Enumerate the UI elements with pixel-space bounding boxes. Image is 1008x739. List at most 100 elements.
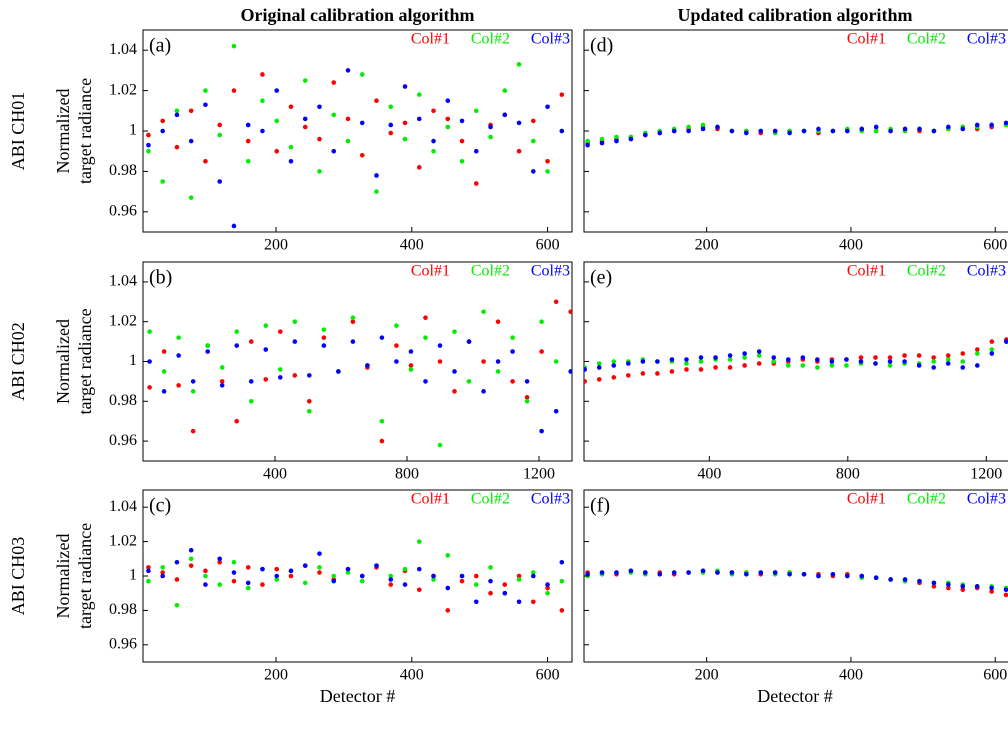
- data-point: [260, 582, 265, 587]
- data-point: [946, 124, 951, 130]
- row-label: ABI CH01: [8, 92, 28, 171]
- data-point: [248, 379, 254, 384]
- data-point: [524, 399, 530, 404]
- data-point: [345, 68, 351, 73]
- data-point: [302, 580, 308, 586]
- data-point: [416, 165, 422, 170]
- data-point: [147, 329, 152, 334]
- data-point: [531, 169, 536, 174]
- data-point: [336, 369, 341, 374]
- data-point: [234, 343, 240, 348]
- data-point: [388, 122, 394, 128]
- data-point: [715, 570, 720, 575]
- data-point: [345, 138, 351, 144]
- data-point: [260, 566, 265, 572]
- data-point: [188, 195, 194, 200]
- data-point: [188, 547, 194, 553]
- data-point: [700, 568, 706, 574]
- data-point: [394, 323, 399, 328]
- data-point: [219, 383, 225, 388]
- data-point: [203, 102, 208, 108]
- data-point: [611, 359, 617, 364]
- legend-entry: Col#2: [907, 31, 946, 48]
- data-point: [431, 108, 436, 114]
- data-point: [365, 363, 370, 368]
- data-point: [643, 132, 648, 138]
- data-point: [539, 428, 544, 434]
- x-tick-label: 400: [263, 466, 287, 483]
- data-point: [321, 335, 327, 340]
- data-point: [946, 582, 951, 587]
- data-point: [374, 189, 379, 194]
- data-point: [147, 359, 152, 364]
- data-point: [274, 88, 280, 93]
- legend-entry: Col#1: [847, 31, 886, 48]
- data-point: [531, 138, 536, 144]
- data-point: [317, 565, 322, 570]
- data-point: [459, 159, 465, 164]
- data-point: [359, 120, 365, 126]
- data-point: [452, 389, 457, 394]
- data-point: [758, 128, 764, 134]
- data-point: [437, 359, 443, 364]
- legend-entry: Col#1: [411, 491, 450, 508]
- data-point: [931, 359, 936, 364]
- data-point: [274, 577, 280, 582]
- data-point: [176, 335, 181, 340]
- data-point: [277, 367, 283, 372]
- data-point: [331, 80, 337, 85]
- data-point: [488, 578, 493, 584]
- data-point: [174, 144, 180, 150]
- data-point: [147, 385, 152, 390]
- data-point: [431, 138, 436, 144]
- data-point: [859, 126, 865, 132]
- data-point: [402, 566, 408, 572]
- data-point: [916, 363, 922, 368]
- data-point: [350, 315, 356, 321]
- data-point: [584, 367, 587, 372]
- x-tick-label: 600: [983, 667, 1007, 684]
- data-point: [887, 363, 893, 368]
- data-point: [568, 309, 572, 315]
- legend-entry: Col#1: [411, 31, 450, 48]
- data-point: [174, 112, 180, 118]
- legend-entry: Col#3: [967, 491, 1006, 508]
- data-point: [771, 355, 777, 360]
- data-point: [785, 357, 791, 362]
- data-point: [960, 584, 966, 589]
- data-point: [931, 365, 936, 370]
- data-point: [321, 327, 327, 332]
- data-point: [989, 122, 994, 128]
- data-point: [559, 128, 565, 134]
- data-point: [531, 599, 536, 605]
- data-point: [234, 329, 240, 334]
- data-point: [188, 563, 194, 568]
- data-point: [524, 395, 530, 400]
- data-point: [203, 573, 208, 579]
- data-point: [190, 428, 196, 434]
- data-point: [488, 565, 493, 570]
- y-tick-label: 0.98: [109, 162, 137, 179]
- data-point: [946, 585, 951, 591]
- data-point: [626, 361, 631, 366]
- data-point: [248, 339, 254, 344]
- data-point: [203, 159, 208, 164]
- data-point: [931, 355, 936, 360]
- data-point: [473, 181, 479, 186]
- data-point: [1003, 592, 1008, 598]
- data-point: [916, 353, 922, 358]
- data-point: [960, 587, 966, 593]
- data-point: [160, 179, 165, 184]
- data-point: [203, 568, 208, 574]
- data-point: [873, 361, 878, 366]
- plot-frame: [583, 489, 1008, 663]
- data-point: [960, 126, 966, 132]
- row-label: ABI CH03: [8, 537, 28, 616]
- y-axis-label: Normalized: [53, 89, 73, 174]
- data-point: [830, 128, 836, 134]
- data-point: [989, 351, 995, 356]
- x-tick-label: 200: [695, 237, 719, 254]
- y-tick-label: 0.96: [109, 432, 137, 449]
- data-point: [917, 578, 922, 584]
